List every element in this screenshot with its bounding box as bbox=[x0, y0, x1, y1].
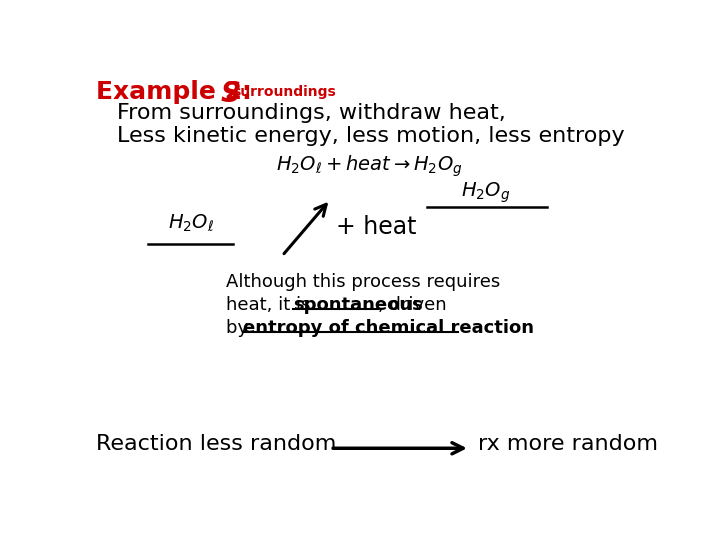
Text: Reaction less random: Reaction less random bbox=[96, 434, 336, 454]
Text: Less kinetic energy, less motion, less entropy: Less kinetic energy, less motion, less e… bbox=[117, 126, 625, 146]
Text: spontaneous: spontaneous bbox=[293, 296, 423, 314]
Text: heat, it is: heat, it is bbox=[225, 296, 316, 314]
Text: Although this process requires: Although this process requires bbox=[225, 273, 500, 291]
Text: rx more random: rx more random bbox=[477, 434, 657, 454]
Text: , driven: , driven bbox=[378, 296, 447, 314]
Text: From surroundings, withdraw heat,: From surroundings, withdraw heat, bbox=[117, 103, 506, 123]
Text: S: S bbox=[220, 80, 240, 108]
Text: $H_2O_{\ell} + heat \rightarrow H_2O_g$: $H_2O_{\ell} + heat \rightarrow H_2O_g$ bbox=[276, 153, 462, 179]
Text: entropy of chemical reaction: entropy of chemical reaction bbox=[243, 319, 534, 337]
Text: $H_2O_{\ell}$: $H_2O_{\ell}$ bbox=[168, 213, 214, 234]
Text: Example 2:: Example 2: bbox=[96, 80, 269, 104]
Text: $H_2O_g$: $H_2O_g$ bbox=[461, 180, 510, 205]
Text: by: by bbox=[225, 319, 253, 337]
Text: surroundings: surroundings bbox=[232, 85, 336, 99]
Text: + heat: + heat bbox=[336, 215, 417, 239]
